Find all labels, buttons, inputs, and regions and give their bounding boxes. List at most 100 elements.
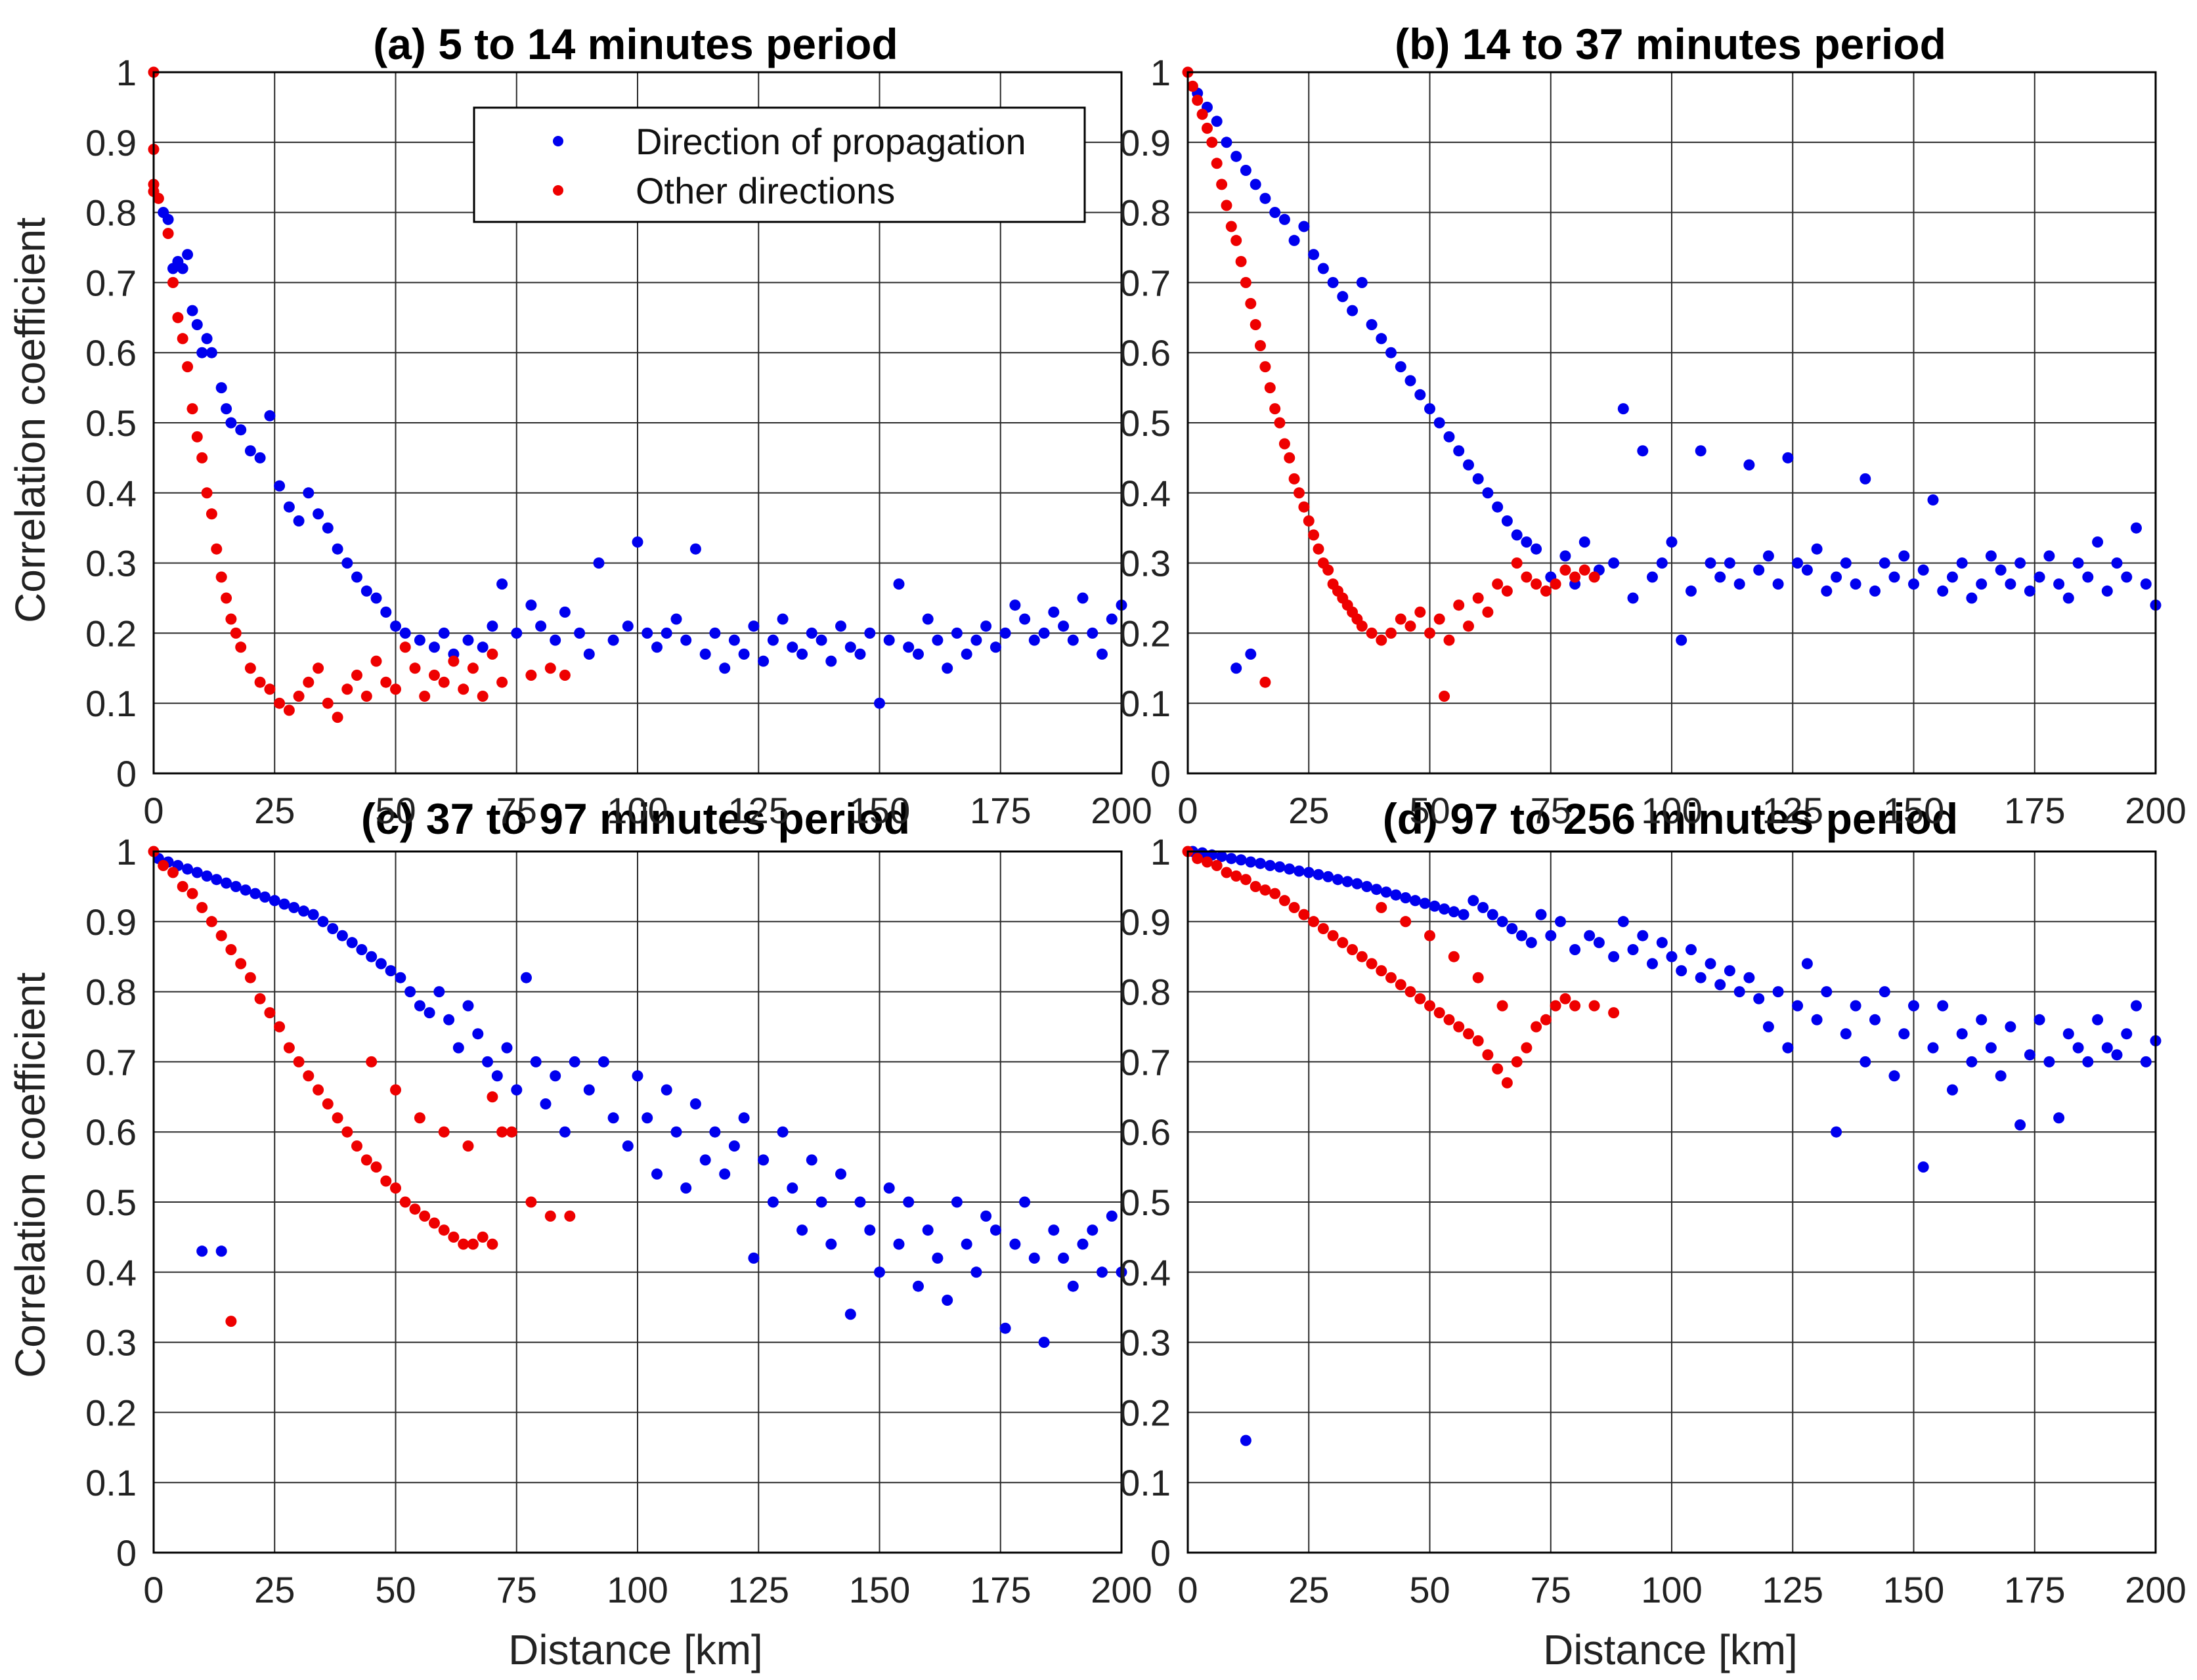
data-point (235, 424, 247, 436)
data-point (2062, 1028, 2074, 1040)
data-point (1038, 627, 1050, 639)
data-point (1947, 1084, 1958, 1096)
data-point (1956, 557, 1968, 569)
data-point (370, 592, 382, 604)
data-point (1419, 897, 1431, 909)
data-point (2024, 585, 2035, 597)
data-point (1097, 1266, 1108, 1278)
data-point (1278, 895, 1290, 907)
panel-c-title: (c) 37 to 97 minutes period (361, 794, 910, 843)
data-point (191, 319, 203, 330)
data-point (961, 1238, 972, 1250)
data-point (1351, 878, 1363, 890)
data-point (356, 944, 368, 955)
series-propagation (1186, 846, 2162, 1446)
data-point (506, 1126, 517, 1138)
data-point (375, 958, 387, 970)
series-propagation (1192, 87, 2162, 674)
data-point (1578, 536, 1590, 548)
y-tick-label: 0.8 (85, 192, 137, 234)
data-point (414, 634, 425, 646)
data-point (196, 901, 208, 913)
data-point (883, 1182, 895, 1194)
data-point (2062, 592, 2074, 604)
x-tick-label: 175 (2004, 1569, 2065, 1610)
x-tick-label: 25 (254, 1569, 295, 1610)
data-point (1356, 276, 1368, 288)
data-point (1409, 895, 1421, 907)
data-point (1390, 889, 1402, 901)
x-tick-label: 0 (1177, 1569, 1198, 1610)
data-point (728, 1140, 740, 1152)
data-point (2140, 1056, 2152, 1067)
data-point (903, 641, 915, 653)
data-point (303, 487, 315, 499)
data-point (525, 1196, 537, 1208)
data-point (254, 993, 266, 1004)
data-point (990, 1224, 1001, 1236)
x-tick-label: 0 (1177, 790, 1198, 831)
data-point (1376, 901, 1387, 913)
data-point (1487, 909, 1498, 920)
data-point (1269, 207, 1281, 219)
data-point (2121, 571, 2133, 583)
data-point (1424, 627, 1435, 639)
data-point (1097, 648, 1108, 660)
data-point (748, 620, 760, 632)
data-point (424, 1007, 435, 1019)
data-point (1762, 1021, 1774, 1033)
data-point (201, 333, 213, 345)
data-point (477, 691, 489, 702)
data-point (351, 571, 362, 583)
data-point (1492, 578, 1504, 590)
data-point (419, 691, 431, 702)
panel-b-title: (b) 14 to 37 minutes period (1395, 20, 1946, 68)
data-point (1259, 676, 1271, 688)
data-point (1608, 951, 1620, 962)
data-point (1627, 944, 1639, 955)
y-tick-label: 0.5 (1120, 1182, 1171, 1223)
data-point (1230, 870, 1242, 882)
data-point (1535, 909, 1547, 920)
data-point (1274, 417, 1286, 429)
data-point (607, 1112, 619, 1124)
data-point (564, 1210, 576, 1222)
data-point (1511, 1056, 1523, 1067)
data-point (1439, 691, 1450, 702)
data-point (699, 1154, 711, 1166)
data-point (293, 1056, 305, 1067)
data-point (1245, 856, 1257, 868)
data-point (970, 1266, 982, 1278)
data-point (709, 627, 721, 639)
data-point (1385, 347, 1397, 358)
data-point (922, 613, 934, 625)
data-point (346, 937, 358, 949)
data-point (1792, 1000, 1804, 1012)
data-point (1588, 1000, 1600, 1012)
data-point (317, 916, 329, 928)
data-point (274, 697, 286, 709)
data-point (689, 543, 701, 555)
data-point (2072, 557, 2084, 569)
x-tick-label: 150 (849, 790, 910, 831)
data-point (598, 1056, 609, 1067)
data-point (283, 704, 295, 716)
data-point (1221, 867, 1232, 878)
data-point (1724, 965, 1735, 977)
data-point (235, 641, 247, 653)
y-tick-label: 0.8 (1120, 192, 1171, 234)
data-point (1327, 276, 1339, 288)
data-point (1259, 192, 1271, 204)
data-point (550, 634, 561, 646)
x-tick-label: 25 (254, 790, 295, 831)
x-tick-label: 175 (2004, 790, 2065, 831)
data-point (961, 648, 972, 660)
xlabel-right: Distance [km] (1543, 1626, 1798, 1673)
x-tick-label: 175 (970, 1569, 1031, 1610)
data-point (341, 557, 353, 569)
data-point (230, 627, 242, 639)
x-tick-label: 100 (607, 1569, 668, 1610)
data-point (215, 571, 227, 583)
axes-frame (1186, 71, 2157, 775)
data-point (1211, 859, 1223, 871)
